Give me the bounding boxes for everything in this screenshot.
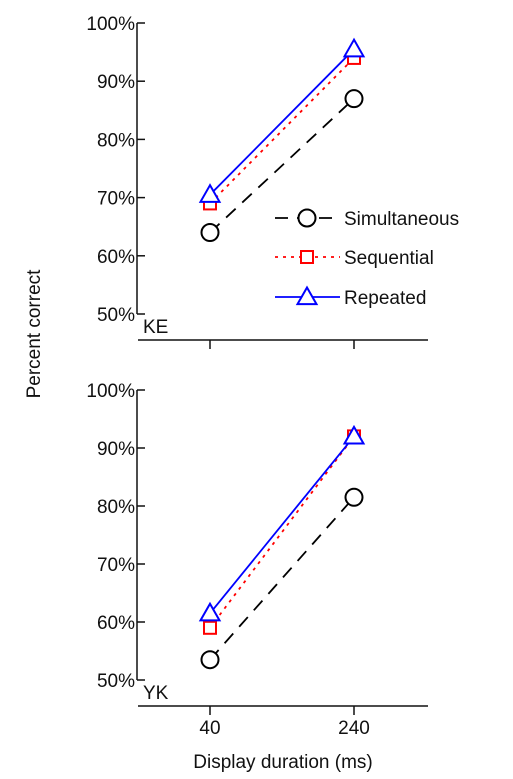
legend-item-simultaneous: Simultaneous bbox=[275, 208, 459, 230]
series-repeated bbox=[198, 424, 366, 622]
data-point bbox=[198, 601, 222, 622]
data-point bbox=[344, 487, 364, 507]
series-line bbox=[209, 435, 355, 629]
series-sequential bbox=[203, 50, 361, 211]
series-line bbox=[209, 496, 355, 661]
series-line bbox=[209, 98, 355, 234]
panel-ke: 50% 60% 70% 80% 90% 100% KE bbox=[86, 14, 428, 349]
legend-marker bbox=[297, 208, 317, 228]
legend-label: Simultaneous bbox=[344, 209, 459, 230]
series-sequential bbox=[203, 429, 361, 635]
legend-label: Sequential bbox=[344, 248, 434, 269]
legend-marker bbox=[295, 285, 319, 306]
x-axis-label: Display duration (ms) bbox=[193, 752, 373, 773]
data-point bbox=[342, 37, 366, 58]
panel-yk: 50% 60% 70% 80% 90% 100% YK bbox=[86, 381, 428, 715]
y-tick-label: 90% bbox=[97, 439, 135, 460]
series-line bbox=[209, 48, 355, 196]
y-tick-label: 100% bbox=[86, 381, 135, 402]
x-tick-label: 240 bbox=[338, 718, 370, 739]
series-repeated bbox=[198, 37, 366, 203]
data-point bbox=[342, 424, 366, 445]
panel-label: YK bbox=[143, 683, 169, 704]
y-tick-label: 50% bbox=[97, 305, 135, 326]
series-line bbox=[209, 57, 355, 205]
y-tick-label: 70% bbox=[97, 555, 135, 576]
y-tick-label: 80% bbox=[97, 130, 135, 151]
panels: 50% 60% 70% 80% 90% 100% KE 50% 60% 70% 80% 90% 100%… bbox=[86, 14, 428, 739]
legend-marker bbox=[300, 250, 314, 264]
y-tick-label: 50% bbox=[97, 671, 135, 692]
y-tick-label: 60% bbox=[97, 613, 135, 634]
panel-label: KE bbox=[143, 317, 168, 338]
legend-label: Repeated bbox=[344, 288, 426, 309]
y-tick-label: 70% bbox=[97, 189, 135, 210]
data-point bbox=[344, 89, 364, 109]
x-tick-labels: 40 240 bbox=[199, 718, 369, 739]
y-tick-label: 100% bbox=[86, 14, 135, 35]
data-point bbox=[203, 620, 217, 635]
x-tick-label: 40 bbox=[199, 718, 220, 739]
y-tick-label: 60% bbox=[97, 247, 135, 268]
series-simultaneous bbox=[200, 487, 364, 670]
data-point bbox=[200, 223, 220, 243]
legend: Simultaneous Sequential Repeated bbox=[275, 208, 459, 309]
series-simultaneous bbox=[200, 89, 364, 243]
data-point bbox=[200, 650, 220, 670]
series-line bbox=[209, 435, 355, 614]
y-tick-label: 90% bbox=[97, 72, 135, 93]
y-tick-label: 80% bbox=[97, 497, 135, 518]
y-axis-label: Percent correct bbox=[24, 269, 45, 399]
legend-item-sequential: Sequential bbox=[275, 248, 434, 269]
legend-item-repeated: Repeated bbox=[275, 285, 426, 309]
data-point bbox=[198, 183, 222, 203]
